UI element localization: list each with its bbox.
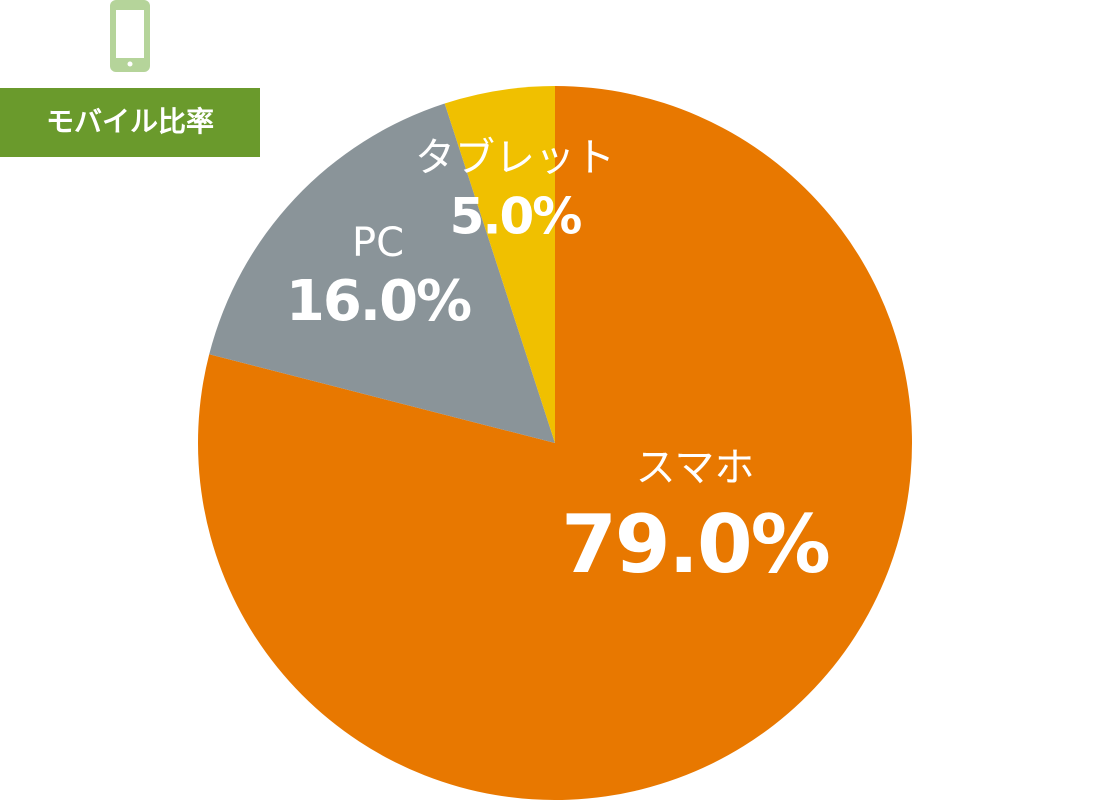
title-box xyxy=(0,88,260,157)
pie-slice xyxy=(209,103,555,443)
value-label: 5.0% xyxy=(450,188,582,246)
slice-label: タブレット xyxy=(415,135,615,181)
slice-label: PC xyxy=(352,220,404,266)
phone-icon xyxy=(110,0,150,72)
pie-slice xyxy=(198,86,913,800)
chart-title: モバイル比率 xyxy=(46,105,214,138)
pie-slice xyxy=(444,86,555,443)
value-label: 16.0% xyxy=(286,269,471,334)
slice-label: スマホ xyxy=(636,445,755,491)
value-label: 79.0% xyxy=(561,498,829,591)
